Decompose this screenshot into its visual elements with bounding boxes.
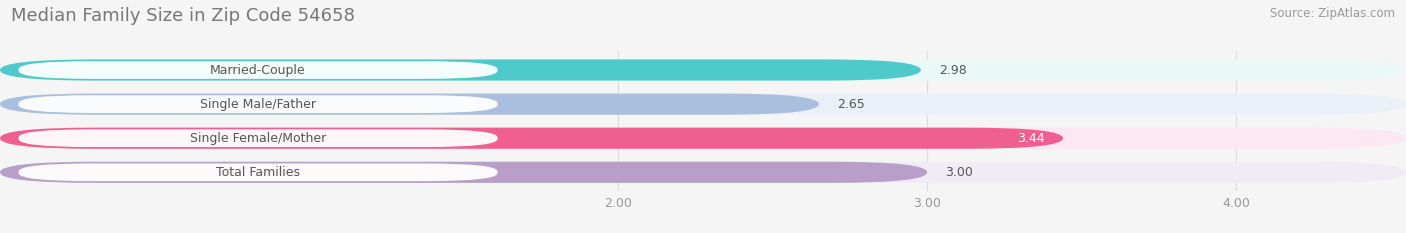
Text: 2.98: 2.98 xyxy=(939,64,967,76)
FancyBboxPatch shape xyxy=(0,128,1063,149)
Text: 3.44: 3.44 xyxy=(1017,132,1045,145)
Text: Married-Couple: Married-Couple xyxy=(211,64,307,76)
Text: Single Male/Father: Single Male/Father xyxy=(200,98,316,111)
FancyBboxPatch shape xyxy=(18,163,498,181)
FancyBboxPatch shape xyxy=(18,129,498,147)
Text: 2.65: 2.65 xyxy=(838,98,865,111)
FancyBboxPatch shape xyxy=(0,93,818,115)
Text: Single Female/Mother: Single Female/Mother xyxy=(190,132,326,145)
FancyBboxPatch shape xyxy=(18,61,498,79)
Text: Source: ZipAtlas.com: Source: ZipAtlas.com xyxy=(1270,7,1395,20)
FancyBboxPatch shape xyxy=(0,59,1406,81)
Text: Total Families: Total Families xyxy=(217,166,299,179)
FancyBboxPatch shape xyxy=(0,128,1406,149)
Text: Median Family Size in Zip Code 54658: Median Family Size in Zip Code 54658 xyxy=(11,7,356,25)
FancyBboxPatch shape xyxy=(0,59,921,81)
FancyBboxPatch shape xyxy=(0,162,1406,183)
FancyBboxPatch shape xyxy=(0,162,927,183)
Text: 3.00: 3.00 xyxy=(946,166,973,179)
FancyBboxPatch shape xyxy=(0,93,1406,115)
FancyBboxPatch shape xyxy=(18,95,498,113)
